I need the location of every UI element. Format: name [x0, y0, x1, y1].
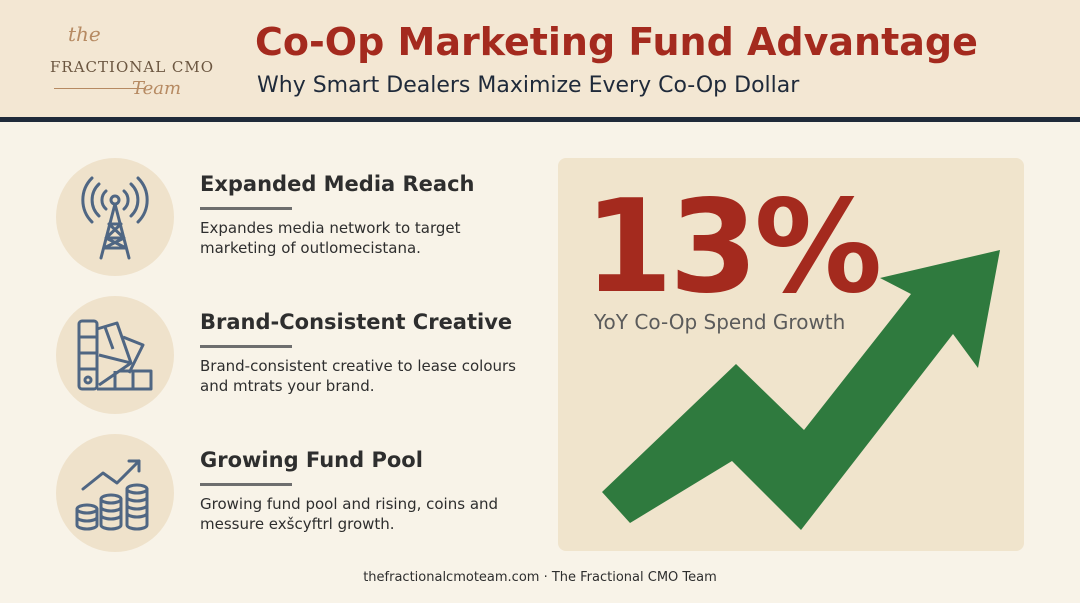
- feature-description: Expandes media network to target marketi…: [200, 219, 461, 257]
- feature-growing-fund: Growing Fund Pool Growing fund pool and …: [56, 434, 526, 556]
- logo-team: Team: [132, 78, 182, 99]
- feature-divider: [200, 345, 292, 348]
- footer-text: thefractionalcmoteam.com · The Fractiona…: [363, 570, 717, 585]
- logo: the FRACTIONAL CMO Team: [40, 18, 230, 103]
- radio-tower-icon: [81, 176, 149, 260]
- feature-icon-circle: [56, 158, 174, 276]
- color-swatch-icon: [77, 319, 153, 391]
- feature-media-reach: Expanded Media Reach Expandes media netw…: [56, 158, 526, 280]
- stat-label: YoY Co-Op Spend Growth: [594, 310, 846, 334]
- feature-icon-circle: [56, 434, 174, 552]
- header: the FRACTIONAL CMO Team Co-Op Marketing …: [0, 0, 1080, 122]
- growth-arrow-icon: [602, 250, 1000, 530]
- feature-icon-circle: [56, 296, 174, 414]
- feature-title: Growing Fund Pool: [200, 448, 423, 472]
- feature-brand-creative: Brand-Consistent Creative Brand-consiste…: [56, 296, 526, 418]
- feature-divider: [200, 207, 292, 210]
- page-title: Co-Op Marketing Fund Advantage: [255, 20, 978, 64]
- coins-growth-icon: [75, 459, 149, 531]
- feature-title: Expanded Media Reach: [200, 172, 475, 196]
- page-subtitle: Why Smart Dealers Maximize Every Co-Op D…: [257, 73, 800, 98]
- feature-divider: [200, 483, 292, 486]
- feature-description: Growing fund pool and rising, coins and …: [200, 495, 499, 533]
- logo-the: the: [68, 22, 101, 46]
- stat-value: 13%: [584, 173, 882, 322]
- feature-description: Brand-consistent creative to lease colou…: [200, 357, 516, 395]
- logo-divider: [54, 88, 146, 89]
- stat-panel: 13% YoY Co-Op Spend Growth: [558, 158, 1024, 551]
- feature-title: Brand-Consistent Creative: [200, 310, 513, 334]
- logo-main: FRACTIONAL CMO: [50, 58, 215, 76]
